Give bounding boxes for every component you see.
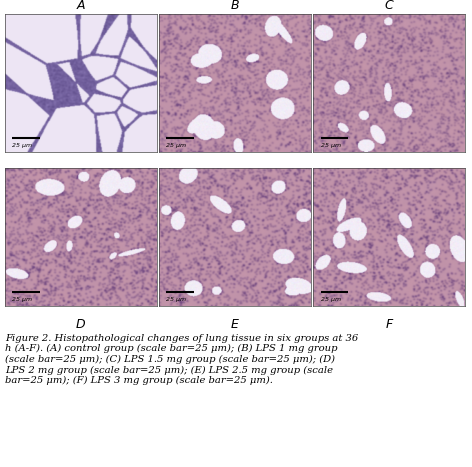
Text: 25 μm: 25 μm [12, 143, 33, 148]
Text: 25 μm: 25 μm [320, 143, 341, 148]
Text: C: C [385, 0, 393, 12]
Text: 25 μm: 25 μm [167, 143, 186, 148]
Text: A: A [76, 0, 85, 12]
Text: 25 μm: 25 μm [320, 297, 341, 302]
Text: 25 μm: 25 μm [12, 297, 33, 302]
Text: F: F [385, 318, 393, 331]
Text: 25 μm: 25 μm [167, 297, 186, 302]
Text: D: D [76, 318, 85, 331]
Text: Figure 2. Histopathological changes of lung tissue in six groups at 36
h (A-F). : Figure 2. Histopathological changes of l… [5, 334, 358, 385]
Text: E: E [231, 318, 239, 331]
Text: B: B [230, 0, 239, 12]
